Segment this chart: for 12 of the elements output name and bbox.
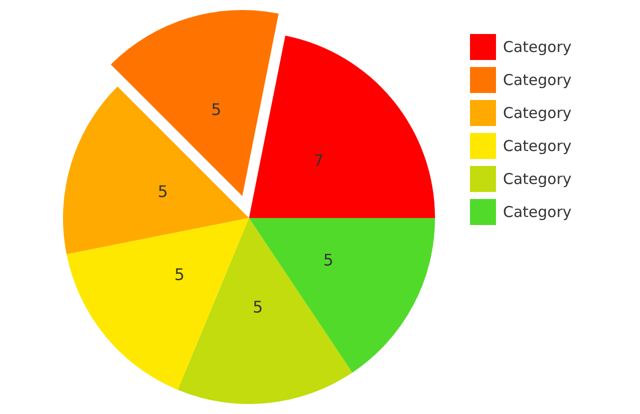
- legend-label: Category: [503, 137, 572, 155]
- legend-label: Category: [503, 203, 572, 221]
- legend-label: Category: [503, 170, 572, 188]
- data-label: 5: [158, 182, 168, 201]
- data-label: 5: [252, 298, 263, 317]
- data-label: 7: [313, 150, 324, 170]
- data-label: 5: [174, 265, 185, 284]
- data-label: 5: [323, 250, 334, 270]
- data-label: 5: [211, 100, 222, 119]
- legend-label: Category: [503, 104, 572, 122]
- legend-label: Category: [503, 71, 572, 89]
- legend-label: Category: [503, 38, 572, 56]
